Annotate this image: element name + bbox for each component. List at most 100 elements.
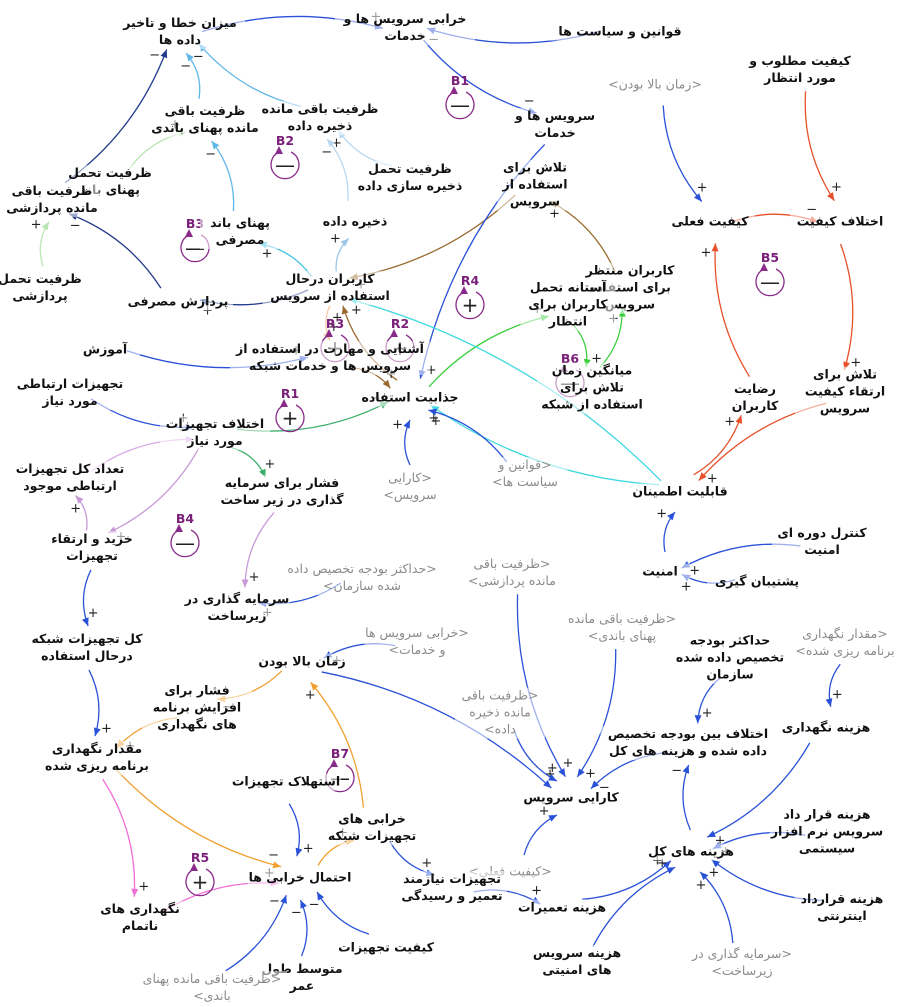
variable: <قوانین و سیاست ها> xyxy=(482,457,568,491)
loop-arrow xyxy=(760,263,768,271)
causal-link xyxy=(804,91,835,202)
polarity: + xyxy=(700,245,711,260)
variable: اختلاف تجهیزات مورد نیاز xyxy=(160,416,270,450)
causal-link xyxy=(840,243,854,371)
arrow-head xyxy=(825,698,833,707)
arrow-head xyxy=(272,861,282,869)
loop-sign: — xyxy=(175,531,195,555)
polarity: + xyxy=(832,687,843,702)
arrow-head xyxy=(295,847,303,857)
loop-name: R3 xyxy=(326,316,344,331)
variable: کنترل دوره ای امنیت xyxy=(772,525,872,559)
arrow-head xyxy=(711,859,721,868)
polarity: + xyxy=(305,688,316,703)
causal-link xyxy=(316,891,370,935)
loop-arrow xyxy=(280,399,288,407)
polarity: + xyxy=(351,303,362,318)
variable: <ظرفیت باقی مانده پهنای باندی> xyxy=(564,611,680,645)
polarity: + xyxy=(708,865,719,880)
arrow-head xyxy=(694,715,702,724)
variable: هزینه سرویس های امنیتی xyxy=(524,945,630,979)
variable: مقدار نگهداری برنامه ریزی شده xyxy=(39,741,155,775)
polarity: + xyxy=(328,320,339,335)
polarity: + xyxy=(702,706,713,721)
variable: ظرفیت تحمل پردازشی xyxy=(0,271,83,305)
variable: کل تجهیزات شبکه درحال استفاده xyxy=(22,631,152,665)
feedback-loop: R5 + xyxy=(185,850,215,897)
variable: کیفیت فعلی xyxy=(665,213,755,231)
arrow-head xyxy=(93,727,101,737)
arrow-head xyxy=(700,871,709,881)
loop-arrow xyxy=(190,863,198,871)
feedback-loop: R1 + xyxy=(275,386,305,433)
polarity: + xyxy=(656,506,667,521)
variable: تجهیزات نیازمند تعمیر و رسیدگی xyxy=(397,871,507,905)
arrow-head xyxy=(667,512,675,521)
arrow-head xyxy=(428,408,437,416)
loop-circle xyxy=(755,268,785,297)
arrow-head xyxy=(543,780,552,789)
polarity: + xyxy=(850,355,861,370)
arrow-head xyxy=(160,49,168,59)
variable: استهلاک تجهیزات xyxy=(231,773,341,791)
variable: کیفیت تجهیزات xyxy=(336,939,436,957)
variable: خرابی های تجهیزات شبکه xyxy=(319,811,425,845)
loop-arrow xyxy=(275,146,283,154)
arrow-head xyxy=(735,415,743,424)
causal-link xyxy=(428,409,508,463)
arrow-head xyxy=(707,830,716,838)
polarity: + xyxy=(262,247,273,262)
polarity: + xyxy=(426,363,437,378)
loop-circle xyxy=(445,91,475,120)
polarity: + xyxy=(549,206,560,221)
variable: <خرابی سرویس ها و خدمات> xyxy=(364,625,470,659)
arrow-head xyxy=(682,764,690,774)
causal-link xyxy=(592,866,676,948)
variable: کارایی سرویس xyxy=(521,789,621,807)
polarity: + xyxy=(31,218,42,233)
arrow-head xyxy=(666,867,676,874)
loop-arrow xyxy=(185,229,193,237)
arrow-head xyxy=(711,243,719,252)
loop-circle xyxy=(325,764,355,793)
loop-name: R4 xyxy=(461,273,480,288)
polarity: − xyxy=(321,145,332,160)
variable: پهنای باند مصرفی xyxy=(200,215,280,249)
polarity: + xyxy=(831,180,842,195)
variable: قوانین و سیاست ها xyxy=(550,23,690,41)
polarity: + xyxy=(657,856,668,871)
loop-circle xyxy=(270,151,300,180)
causal-link xyxy=(102,778,136,897)
causal-link xyxy=(115,768,282,868)
causal-link xyxy=(706,742,811,838)
polarity: + xyxy=(330,231,341,246)
polarity: + xyxy=(539,804,550,819)
loop-name: B2 xyxy=(276,133,294,148)
causal-link xyxy=(348,298,662,482)
arrow-head xyxy=(211,140,220,150)
variable: ظرفیت باقی مانده پردازشی xyxy=(4,183,100,217)
loop-name: R5 xyxy=(191,850,209,865)
arrow-head xyxy=(82,617,89,627)
arrow-head xyxy=(558,768,566,777)
arrow-head xyxy=(340,238,349,247)
polarity: − xyxy=(309,898,320,913)
polarity: + xyxy=(101,722,112,737)
variable: میزان خطا و تاخیر داده ها xyxy=(115,15,245,49)
polarity: + xyxy=(715,834,726,849)
variable: حداکثر بودجه تخصیص داده شده سازمان xyxy=(672,632,788,684)
polarity: − xyxy=(70,218,81,233)
loop-sign: — xyxy=(450,93,470,117)
arrow-head xyxy=(382,379,391,389)
variable: میانگین زمان تلاش برای استفاده از شبکه xyxy=(537,362,647,414)
feedback-loop: B4 — xyxy=(170,511,200,558)
polarity: + xyxy=(332,310,343,325)
polarity: + xyxy=(707,472,718,487)
variable: رضایت کاربران xyxy=(725,381,785,415)
variable: سرمایه گذاری در زیرساخت xyxy=(184,591,290,625)
variable: <ظرفیت باقی مانده پهنای باندی> xyxy=(137,971,287,1005)
polarity: + xyxy=(585,766,596,781)
polarity: + xyxy=(264,457,275,472)
loop-arrow xyxy=(330,759,338,767)
arrow-head xyxy=(662,860,671,869)
